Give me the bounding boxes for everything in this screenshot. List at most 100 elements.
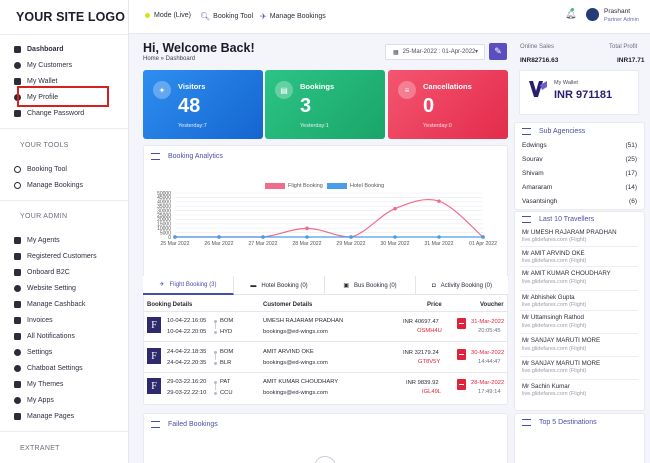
divider [520, 246, 638, 247]
traveller-name[interactable]: Mr AMIT KUMAR CHOUDHARY [522, 270, 611, 277]
last-travellers-title: Last 10 Travellers [522, 216, 594, 223]
y-tick-label: 25000 [157, 213, 171, 219]
cancel-list-icon: ≡ [398, 81, 416, 99]
stat-sub: Yesterday:0 [423, 123, 452, 129]
x-tick-label: 26 Mar 2022 [204, 241, 233, 247]
sidebar-item-manage-bookings[interactable]: Manage Bookings [14, 179, 83, 191]
traveller-name[interactable]: Mr Uttamsingh Rathod [522, 314, 584, 321]
legend-flight[interactable]: Flight Booking [265, 183, 323, 189]
traveller-name[interactable]: Mr AMIT ARVIND OKE [522, 250, 585, 257]
sidebar-item-my-wallet[interactable]: My Wallet [14, 75, 57, 87]
bell-icon [14, 332, 21, 340]
traveller-source: live.glidefares.com (Flight) [522, 368, 587, 374]
traveller-name[interactable]: Mr SANJAY MARUTI MORE [522, 360, 601, 367]
pencil-icon: ✎ [494, 46, 502, 56]
legend-swatch [265, 183, 285, 189]
sidebar-item-website-setting[interactable]: Website Setting [14, 282, 76, 294]
departure-code: BOM [220, 318, 234, 324]
analytics-title: Booking Analytics [151, 153, 223, 160]
data-point-0 [437, 199, 441, 203]
traveller-name[interactable]: Mr SANJAY MARUTI MORE [522, 337, 601, 344]
booking-tool-link[interactable]: 🔍︎ Booking Tool [200, 12, 254, 21]
th-price: Price [427, 302, 442, 308]
sidebar-item-my-themes[interactable]: My Themes [14, 378, 63, 390]
y-tick-label: 50000 [157, 191, 171, 197]
agents-icon [14, 236, 21, 244]
tab-hotel-booking[interactable]: ▬ Hotel Booking (0) [234, 276, 325, 295]
sidebar-item-my-apps[interactable]: My Apps [14, 394, 54, 406]
arrival-time: 24-04-22.20:35 [167, 360, 207, 366]
stat-card-bookings[interactable]: ▤ Bookings 3 Yesterday:1 [265, 70, 385, 139]
manage-bookings-link[interactable]: ✈ Manage Bookings [260, 12, 326, 21]
sidebar-item-all-notifications[interactable]: All Notifications [14, 330, 75, 342]
avatar[interactable] [586, 8, 599, 21]
stat-card-visitors[interactable]: ✦ Visitors 48 Yesterday:7 [143, 70, 263, 139]
notification-bell-icon[interactable]: 🔔︎ [565, 9, 577, 19]
sidebar-item-onboard-b2c[interactable]: Onboard B2C [14, 266, 70, 278]
user-icon [14, 61, 21, 69]
sidebar-item-settings[interactable]: Settings [14, 346, 52, 358]
customer-email[interactable]: bookings@ed-wings.com [263, 329, 328, 335]
sidebar-item-manage-pages[interactable]: Manage Pages [14, 410, 74, 422]
y-tick-label: 0 [168, 235, 171, 241]
agency-row[interactable]: Edwings (51) [522, 142, 637, 149]
online-sales-value: INR82716.63 [520, 57, 559, 64]
sidebar-item-dashboard[interactable]: Dashboard [14, 43, 64, 55]
list-icon [151, 421, 160, 428]
agency-row[interactable]: Sourav (25) [522, 156, 637, 163]
tab-flight-booking[interactable]: ✈ Flight Booking (3) [143, 276, 234, 295]
customer-name: AMIT ARVIND OKE [263, 349, 314, 355]
pdf-voucher-icon[interactable] [457, 349, 466, 360]
stat-card-cancellations[interactable]: ≡ Cancellations 0 Yesterday:0 [388, 70, 508, 139]
breadcrumb[interactable]: Home » Dashboard [143, 56, 196, 62]
user-name[interactable]: Prashant [604, 8, 631, 15]
globe-icon [14, 284, 21, 292]
sidebar-item-invoices[interactable]: Invoices [14, 314, 53, 326]
customers-icon [14, 252, 21, 260]
pnr[interactable]: IGL49L [422, 389, 442, 395]
calendar-icon: ▦ [393, 49, 399, 56]
pdf-voucher-icon[interactable] [457, 318, 466, 329]
mode-live-toggle[interactable]: Mode (Live) [145, 12, 191, 19]
data-point-1 [349, 235, 353, 239]
date-range-picker[interactable]: ▦ 25-Mar-2022 : 01-Apr-2022 ▼ [385, 44, 485, 60]
traveller-name[interactable]: Mr Abhishek Gupta [522, 294, 575, 301]
tab-bus-booking[interactable]: ▣ Bus Booking (0) [325, 276, 416, 295]
pnr[interactable]: GT8V5Y [418, 359, 441, 365]
top-destinations-title: Top 5 Destinations [522, 419, 597, 426]
edit-button[interactable]: ✎ [489, 43, 507, 60]
customer-name: UMESH RAJARAM PRADHAN [263, 318, 344, 324]
pnr[interactable]: OSMH4U [417, 328, 442, 334]
sidebar-item-manage-cashback[interactable]: Manage Cashback [14, 298, 85, 310]
sidebar-item-change-password[interactable]: Change Password [14, 107, 84, 119]
agency-row[interactable]: Shivam (17) [522, 170, 637, 177]
tab-activity-booking[interactable]: ◘ Activity Booking (0) [432, 282, 492, 289]
section-your-tools: YOUR TOOLS [20, 142, 69, 149]
stat-value: 48 [178, 95, 201, 117]
y-tick-label: 30000 [157, 208, 171, 214]
x-tick-label: 28 Mar 2022 [292, 241, 321, 247]
divider [520, 310, 638, 311]
sidebar-item-chatboat-settings[interactable]: Chatboat Settings [14, 362, 83, 374]
sidebar-item-my-agents[interactable]: My Agents [14, 234, 60, 246]
agency-row[interactable]: Amararam (14) [522, 184, 637, 191]
sidebar-item-registered-customers[interactable]: Registered Customers [14, 250, 97, 262]
apps-icon [14, 396, 21, 404]
data-point-1 [393, 235, 397, 239]
traveller-name[interactable]: Mr Sachin Kumar [522, 383, 570, 390]
site-logo[interactable]: YOUR SITE LOGO [16, 10, 126, 24]
voucher-date: 28-Mar-2022 [471, 380, 505, 386]
sidebar-item-my-customers[interactable]: My Customers [14, 59, 72, 71]
divider [520, 290, 638, 291]
customer-email[interactable]: bookings@ed-wings.com [263, 360, 328, 366]
airline-logo-icon: F [147, 378, 161, 394]
sidebar-item-booking-tool[interactable]: Booking Tool [14, 163, 67, 175]
customer-email[interactable]: bookings@ed-wings.com [263, 390, 328, 396]
legend-hotel[interactable]: Hotel Booking [327, 183, 384, 189]
pdf-voucher-icon[interactable] [457, 379, 466, 390]
traveller-name[interactable]: Mr UMESH RAJARAM PRADHAN [522, 229, 617, 236]
divider [143, 341, 508, 342]
agency-row[interactable]: Vasantsingh (6) [522, 198, 637, 205]
timeline-dot [214, 320, 217, 323]
wallet-card[interactable]: My Wallet INR 971181 [519, 70, 639, 115]
